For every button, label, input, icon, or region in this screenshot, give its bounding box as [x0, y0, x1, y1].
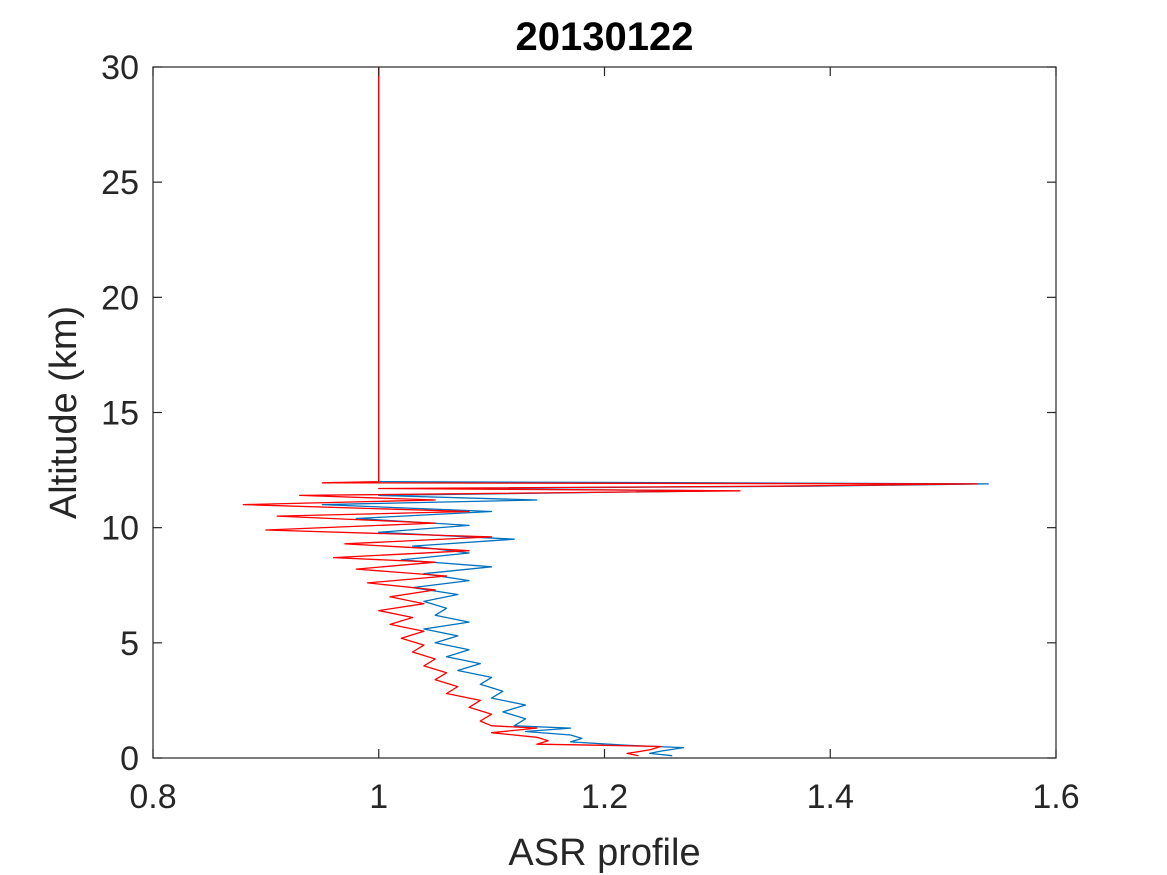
- plot-area: [152, 66, 1057, 759]
- y-tick-label: 10: [101, 510, 139, 548]
- series-line-1: [321, 67, 989, 757]
- y-tick-label: 5: [120, 625, 139, 663]
- plot-frame: [152, 66, 1057, 759]
- chart-title: 20130122: [516, 15, 694, 59]
- y-axis-label: Altitude (km): [43, 306, 85, 519]
- y-tick-label: 25: [101, 164, 139, 202]
- x-tick-label: 1.6: [1032, 778, 1079, 816]
- y-tick-label: 0: [120, 740, 139, 778]
- series-line-2: [242, 67, 978, 757]
- y-tick-label: 30: [101, 49, 139, 87]
- y-tick-label: 15: [101, 395, 139, 433]
- x-tick-label: 1: [369, 778, 388, 816]
- x-tick-label: 0.8: [129, 778, 176, 816]
- x-axis-label: ASR profile: [508, 832, 700, 874]
- series-layer: [242, 67, 989, 757]
- ticks-layer: 0.8 1 1.2 1.4 1.6 0 5 10 15 20 25 30: [101, 49, 1079, 816]
- x-tick-label: 1.4: [807, 778, 854, 816]
- y-tick-label: 20: [101, 279, 139, 317]
- x-tick-label: 1.2: [581, 778, 628, 816]
